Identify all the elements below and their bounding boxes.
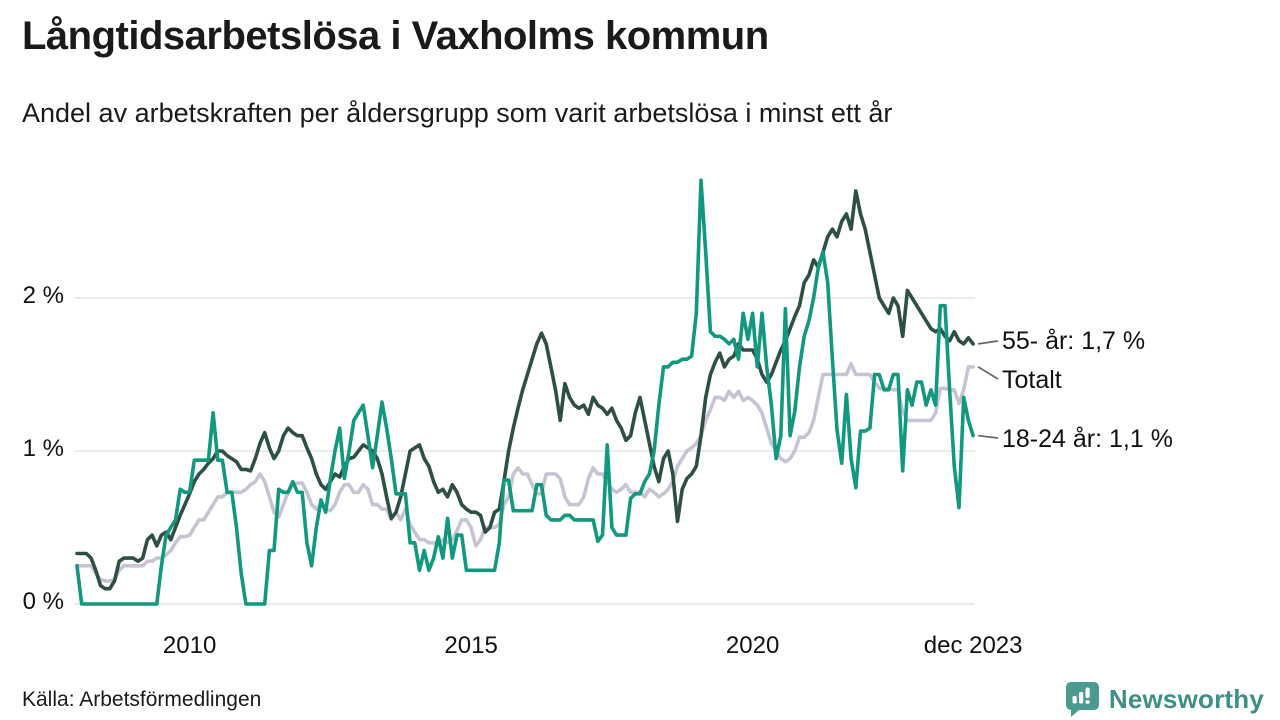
newsworthy-bubble-icon (1065, 682, 1099, 717)
series-end-label-totalt: Totalt (1002, 366, 1062, 394)
series-end-label-55: 55- år: 1,7 % (1002, 327, 1146, 355)
x-tick-label: 2010 (162, 632, 217, 659)
y-tick-label: 0 % (22, 588, 64, 615)
chart-subtitle: Andel av arbetskraften per åldersgrupp s… (22, 98, 893, 128)
y-tick-label: 1 % (22, 435, 64, 462)
x-tick-label: 2015 (444, 632, 498, 659)
newsworthy-logo: Newsworthy (1064, 681, 1264, 717)
page-title: Långtidsarbetslösa i Vaxholms kommun (22, 14, 769, 58)
newsworthy-wordmark: Newsworthy (1108, 683, 1264, 714)
series-end-label-18-24: 18-24 år: 1,1 % (1002, 425, 1173, 453)
x-tick-label: 2020 (725, 632, 780, 659)
y-tick-label: 2 % (22, 282, 64, 309)
source-credit: Källa: Arbetsförmedlingen (22, 688, 262, 711)
x-tick-label: dec 2023 (923, 632, 1023, 659)
